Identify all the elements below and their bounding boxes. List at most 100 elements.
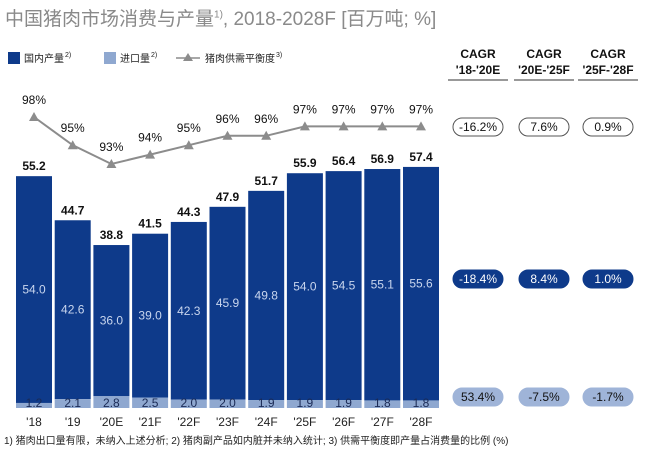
cagr-pill-balance (582, 117, 634, 137)
bar-total-label: 57.4 (409, 150, 433, 164)
cagr-pill-imports-label: -7.5% (528, 390, 560, 404)
balance-marker (338, 121, 349, 131)
bar-total-label: 51.7 (255, 174, 279, 188)
bar-label-domestic: 55.6 (409, 277, 433, 291)
balance-label: 97% (332, 102, 356, 116)
cagr-pill-imports-label: -1.7% (592, 390, 624, 404)
legend-label-balance: 猪肉供需平衡度 (205, 52, 275, 65)
legend-swatch-domestic (8, 52, 20, 64)
balance-marker (261, 130, 272, 140)
cagr-pill-balance-label: 7.6% (530, 120, 558, 134)
bar-label-imports: 2.1 (64, 396, 81, 410)
cagr-pill-imports-label: 53.4% (461, 390, 495, 404)
x-tick-label: '20E (100, 415, 124, 429)
stacked-bar-chart: 国内产量 2) 进口量 2) 猪肉供需平衡度 3)54.01.255.2'1842.62.… (8, 47, 638, 429)
legend-label-imports: 进口量 (120, 53, 150, 65)
balance-marker (106, 159, 117, 168)
bar-imports (16, 402, 52, 408)
x-tick-label: '28F (410, 415, 433, 429)
balance-label: 95% (177, 121, 201, 135)
x-tick-label: '18 (26, 415, 42, 429)
legend-sup-imports: 2) (151, 52, 157, 59)
bar-label-domestic: 39.0 (138, 309, 162, 323)
chart-title: 中国猪肉市场消费与产量1), 2018-2028F [百万吨; %] (5, 4, 436, 31)
bar-domestic (325, 171, 362, 401)
bar-imports (132, 397, 169, 408)
legend-sup-balance: 3) (276, 52, 282, 59)
bar-domestic (170, 221, 207, 400)
bar-imports (209, 399, 246, 408)
bar-label-imports: 2.0 (219, 396, 236, 410)
balance-label: 94% (138, 131, 162, 145)
balance-label: 96% (215, 112, 239, 126)
legend-marker-balance (183, 53, 193, 61)
bar-total-label: 41.5 (138, 217, 162, 231)
cagr-pill-balance (452, 117, 504, 137)
bar-total-label: 56.4 (332, 154, 356, 168)
bar-label-domestic: 42.3 (177, 304, 201, 318)
cagr-header-period: '25F-'28F (582, 63, 633, 77)
cagr-header-title: CAGR (590, 47, 626, 61)
cagr-pill-imports (518, 387, 570, 407)
bar-imports (364, 400, 401, 408)
legend-swatch-imports (104, 52, 116, 64)
cagr-pill-domestic-label: 1.0% (594, 272, 622, 286)
bar-label-imports: 1.8 (413, 396, 430, 410)
balance-marker (222, 130, 233, 140)
x-tick-label: '24F (255, 415, 278, 429)
bar-label-imports: 1.2 (26, 396, 43, 410)
balance-label: 97% (370, 102, 394, 116)
bar-domestic (132, 233, 169, 398)
bar-domestic (54, 220, 91, 400)
bar-label-domestic: 55.1 (371, 278, 395, 292)
balance-marker (416, 121, 426, 131)
bar-label-domestic: 54.0 (293, 280, 317, 294)
bar-label-domestic: 54.0 (22, 283, 46, 297)
bar-total-label: 44.7 (61, 203, 85, 217)
x-tick-label: '19 (65, 415, 81, 429)
balance-marker (299, 121, 310, 131)
x-tick-label: '27F (371, 415, 394, 429)
bar-label-domestic: 36.0 (100, 314, 124, 328)
bar-label-imports: 2.8 (103, 396, 120, 410)
cagr-pill-domestic (582, 269, 634, 289)
legend-label-domestic: 国内产量 (24, 52, 64, 65)
bar-imports (286, 400, 323, 408)
bar-domestic (16, 176, 52, 403)
bar-total-label: 47.9 (216, 190, 240, 204)
bar-label-domestic: 42.6 (61, 303, 85, 317)
chart-title-rest: , 2018-2028F [百万吨; %] (222, 9, 437, 30)
legend-sup-domestic: 2) (65, 52, 71, 59)
cagr-pill-balance (518, 117, 570, 137)
cagr-pill-domestic-label: -18.4% (459, 272, 497, 286)
cagr-pill-imports (452, 387, 504, 407)
bar-label-imports: 1.8 (374, 396, 391, 410)
balance-label: 95% (61, 121, 85, 135)
cagr-header-title: CAGR (460, 47, 496, 61)
footnote: 1) 猪肉出口量有限，未纳入上述分析; 2) 猪肉副产品如内脏并未纳入统计; 3… (4, 436, 509, 447)
bar-label-imports: 1.9 (297, 396, 314, 410)
x-tick-label: '26F (332, 415, 355, 429)
bar-label-domestic: 49.8 (255, 288, 279, 302)
balance-marker (145, 149, 156, 159)
cagr-header-title: CAGR (526, 47, 562, 61)
bar-label-imports: 1.9 (335, 396, 352, 410)
cagr-pill-domestic-label: 8.4% (530, 272, 558, 286)
bar-label-domestic: 45.9 (216, 296, 240, 310)
bar-imports (248, 400, 285, 408)
bar-total-label: 55.2 (22, 159, 46, 173)
cagr-pill-balance-label: 0.9% (594, 120, 622, 134)
balance-marker (67, 140, 78, 150)
bar-label-imports: 2.0 (180, 396, 197, 410)
bar-domestic (209, 206, 246, 400)
cagr-pill-domestic (452, 269, 504, 289)
balance-marker (183, 140, 194, 150)
bar-imports (170, 399, 207, 408)
bar-total-label: 56.9 (371, 152, 395, 166)
x-tick-label: '21F (139, 415, 162, 429)
x-tick-label: '22F (177, 415, 200, 429)
bar-imports (403, 400, 439, 408)
bar-label-imports: 2.5 (142, 396, 159, 410)
chart-title-main: 中国猪肉市场消费与产量 (5, 9, 215, 30)
